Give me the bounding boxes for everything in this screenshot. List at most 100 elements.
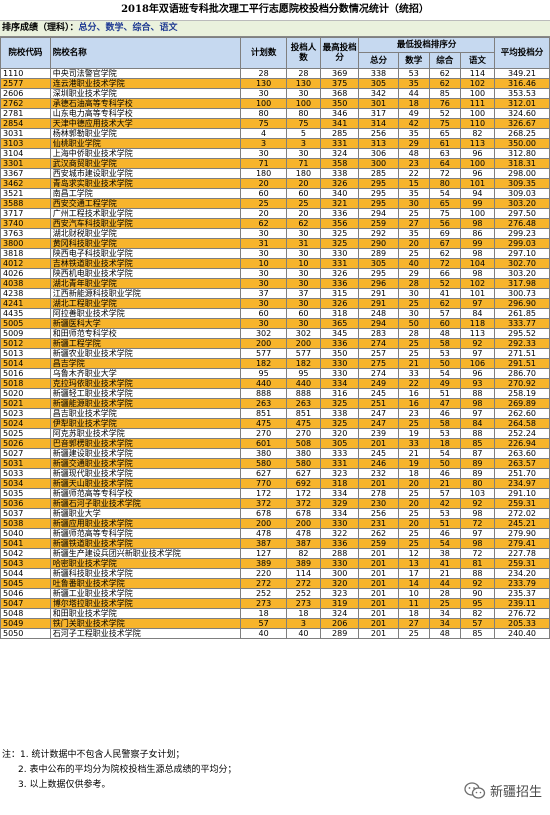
- cell-avg: 309.35: [494, 178, 550, 189]
- cell-admitted: 302: [285, 328, 322, 339]
- cell-comp: 18: [428, 438, 461, 449]
- cell-admitted: 577: [285, 348, 322, 359]
- cell-math: 20: [397, 518, 430, 529]
- cell-code: 5005: [0, 318, 51, 329]
- cell-plan: 30: [240, 278, 287, 289]
- cell-chinese: 88: [459, 568, 496, 579]
- table-row: 5016 乌鲁木齐职业大学 95 95 330 274 33 54 96 286.70: [0, 368, 550, 379]
- cell-code: 2762: [0, 98, 51, 109]
- cell-chinese: 89: [459, 468, 496, 479]
- cell-code: 5020: [0, 388, 51, 399]
- cell-plan: 100: [240, 98, 287, 109]
- cell-plan: 30: [240, 248, 287, 259]
- cell-total: 201: [358, 628, 399, 639]
- cell-total: 201: [358, 608, 399, 619]
- cell-plan: 30: [240, 88, 287, 99]
- cell-chinese: 98: [459, 218, 496, 229]
- cell-math: 16: [397, 388, 430, 399]
- cell-comp: 46: [428, 408, 461, 419]
- cell-code: 2577: [0, 78, 51, 89]
- cell-chinese: 110: [459, 118, 496, 129]
- cell-avg: 298.00: [494, 168, 550, 179]
- table-row: 5044 新疆科技职业技术学院 220 114 300 201 17 21 88 234.20: [0, 568, 550, 579]
- table-row: 4241 湖北工程职业学院 30 30 326 291 25 62 97 296.90: [0, 298, 550, 309]
- cell-code: 5044: [0, 568, 51, 579]
- cell-name: 吐鲁番职业技术学院: [49, 578, 242, 589]
- cell-name: 克拉玛依职业技术学院: [49, 378, 242, 389]
- cell-math: 25: [397, 528, 430, 539]
- cell-chinese: 97: [459, 528, 496, 539]
- cell-plan: 10: [240, 258, 287, 269]
- cell-total: 291: [358, 298, 399, 309]
- cell-total: 292: [358, 228, 399, 239]
- header-plan: 计划数: [240, 37, 287, 69]
- cell-name: 哈密职业技术学院: [49, 558, 242, 569]
- cell-comp: 62: [428, 68, 461, 79]
- cell-admitted: 627: [285, 468, 322, 479]
- wechat-icon: [464, 781, 486, 799]
- cell-total: 342: [358, 88, 399, 99]
- cell-plan: 389: [240, 558, 287, 569]
- cell-name: 伊犁职业技术学院: [49, 418, 242, 429]
- cell-total: 305: [358, 78, 399, 89]
- cell-admitted: 18: [285, 608, 322, 619]
- cell-math: 25: [397, 508, 430, 519]
- cell-max: 300: [320, 568, 360, 579]
- cell-code: 3103: [0, 138, 51, 149]
- cell-plan: 273: [240, 598, 287, 609]
- cell-code: 5031: [0, 458, 51, 469]
- header-name: 院校名称: [49, 37, 242, 69]
- cell-plan: 60: [240, 188, 287, 199]
- cell-avg: 324.60: [494, 108, 550, 119]
- table-row: 5046 新疆工业职业技术学院 252 252 323 201 10 28 90 235.37: [0, 588, 550, 599]
- cell-math: 12: [397, 548, 430, 559]
- cell-avg: 317.98: [494, 278, 550, 289]
- cell-code: 5048: [0, 608, 51, 619]
- cell-comp: 76: [428, 98, 461, 109]
- cell-plan: 580: [240, 458, 287, 469]
- cell-chinese: 97: [459, 408, 496, 419]
- cell-name: 新疆铁道职业技术学院: [49, 538, 242, 549]
- table-row: 3800 黄冈科技职业学院 31 31 325 290 20 67 99 299.03: [0, 238, 550, 249]
- cell-total: 257: [358, 348, 399, 359]
- cell-admitted: 5: [285, 128, 322, 139]
- cell-admitted: 380: [285, 448, 322, 459]
- cell-avg: 349.21: [494, 68, 550, 79]
- cell-math: 11: [397, 598, 430, 609]
- cell-chinese: 81: [459, 558, 496, 569]
- table-row: 2854 天津中德应用技术大学 75 75 341 314 42 75 110 326.67: [0, 118, 550, 129]
- cell-plan: 3: [240, 138, 287, 149]
- table-row: 5034 新疆天山职业技术学院 770 692 318 201 20 21 80 234.97: [0, 478, 550, 489]
- cell-chinese: 93: [459, 378, 496, 389]
- cell-admitted: 100: [285, 98, 322, 109]
- cell-name: 巴音郭楞职业技术学院: [49, 438, 242, 449]
- cell-chinese: 92: [459, 578, 496, 589]
- cell-math: 25: [397, 418, 430, 429]
- cell-avg: 286.70: [494, 368, 550, 379]
- cell-max: 322: [320, 528, 360, 539]
- table-row: 5005 新疆医科大学 30 30 365 294 50 60 118 333.77: [0, 318, 550, 329]
- cell-max: 350: [320, 348, 360, 359]
- cell-math: 25: [397, 338, 430, 349]
- cell-avg: 312.01: [494, 98, 550, 109]
- cell-max: 305: [320, 438, 360, 449]
- cell-comp: 62: [428, 298, 461, 309]
- sort-label: 排序成绩（理科）：: [2, 23, 79, 33]
- cell-chinese: 111: [459, 98, 496, 109]
- cell-avg: 263.57: [494, 458, 550, 469]
- cell-avg: 205.33: [494, 618, 550, 629]
- cell-math: 25: [397, 248, 430, 259]
- cell-chinese: 106: [459, 358, 496, 369]
- cell-avg: 350.00: [494, 138, 550, 149]
- cell-avg: 353.53: [494, 88, 550, 99]
- score-table: 院校代码 院校名称 计划数 投档人数 最高投档分 最低投档排序分 平均投档分 总…: [0, 37, 550, 639]
- table-row: 5025 阿克苏职业技术学院 270 270 320 239 19 53 88 252.24: [0, 428, 550, 439]
- cell-chinese: 118: [459, 318, 496, 329]
- cell-math: 14: [397, 578, 430, 589]
- cell-math: 35: [397, 228, 430, 239]
- cell-math: 44: [397, 88, 430, 99]
- cell-name: 石河子工程职业技术学院: [49, 628, 242, 639]
- table-row: 2762 承德石油高等专科学校 100 100 350 301 18 76 111 312.01: [0, 98, 550, 109]
- cell-code: 1110: [0, 68, 51, 79]
- cell-name: 湖北工程职业学院: [49, 298, 242, 309]
